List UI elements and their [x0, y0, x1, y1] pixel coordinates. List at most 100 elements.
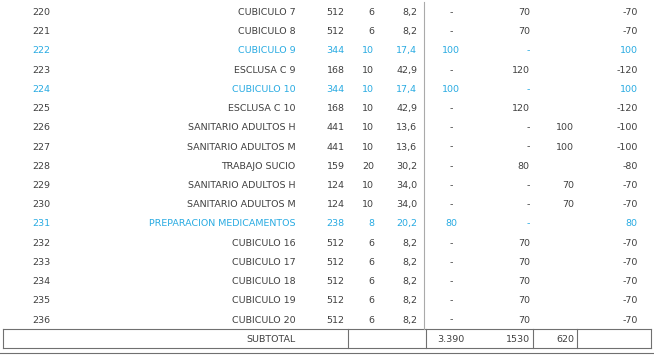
Text: 13,6: 13,6 — [396, 142, 417, 152]
Text: 441: 441 — [326, 123, 345, 132]
Text: 228: 228 — [33, 162, 51, 171]
Text: -120: -120 — [616, 66, 638, 75]
Text: 100: 100 — [442, 85, 460, 94]
Text: 512: 512 — [326, 277, 345, 286]
Text: 80: 80 — [518, 162, 530, 171]
Text: -70: -70 — [622, 315, 638, 325]
Text: 70: 70 — [518, 8, 530, 17]
Text: 70: 70 — [518, 258, 530, 267]
Text: 8: 8 — [368, 219, 374, 229]
Text: 221: 221 — [33, 27, 51, 36]
Text: 8,2: 8,2 — [402, 277, 417, 286]
Text: 8,2: 8,2 — [402, 315, 417, 325]
Text: -: - — [526, 200, 530, 209]
Text: TRABAJO SUCIO: TRABAJO SUCIO — [221, 162, 296, 171]
Text: 225: 225 — [33, 104, 51, 113]
Text: 6: 6 — [368, 258, 374, 267]
Text: 20: 20 — [362, 162, 374, 171]
Text: CUBICULO 17: CUBICULO 17 — [232, 258, 296, 267]
Text: -: - — [449, 296, 453, 305]
Text: 512: 512 — [326, 239, 345, 248]
Text: 8,2: 8,2 — [402, 296, 417, 305]
Text: 100: 100 — [556, 142, 574, 152]
Text: 238: 238 — [326, 219, 345, 229]
Text: 17,4: 17,4 — [396, 46, 417, 56]
Text: 226: 226 — [33, 123, 51, 132]
Text: 124: 124 — [326, 200, 345, 209]
Text: SANITARIO ADULTOS M: SANITARIO ADULTOS M — [187, 142, 296, 152]
Text: 512: 512 — [326, 315, 345, 325]
Text: CUBICULO 16: CUBICULO 16 — [232, 239, 296, 248]
Text: 512: 512 — [326, 8, 345, 17]
Text: -70: -70 — [622, 181, 638, 190]
Text: 8,2: 8,2 — [402, 27, 417, 36]
Text: -100: -100 — [616, 123, 638, 132]
Text: CUBICULO 7: CUBICULO 7 — [238, 8, 296, 17]
Text: 30,2: 30,2 — [396, 162, 417, 171]
Text: -: - — [526, 142, 530, 152]
Text: ESCLUSA C 10: ESCLUSA C 10 — [228, 104, 296, 113]
Text: 512: 512 — [326, 27, 345, 36]
Text: CUBICULO 20: CUBICULO 20 — [232, 315, 296, 325]
Text: 231: 231 — [33, 219, 51, 229]
Text: -: - — [449, 123, 453, 132]
Text: 344: 344 — [326, 46, 345, 56]
Text: 3.390: 3.390 — [438, 335, 465, 344]
Text: 10: 10 — [362, 200, 374, 209]
Text: 229: 229 — [33, 181, 51, 190]
Text: CUBICULO 8: CUBICULO 8 — [238, 27, 296, 36]
Text: 344: 344 — [326, 85, 345, 94]
Text: 8,2: 8,2 — [402, 239, 417, 248]
Text: 227: 227 — [33, 142, 51, 152]
Text: CUBICULO 19: CUBICULO 19 — [232, 296, 296, 305]
Text: 34,0: 34,0 — [396, 181, 417, 190]
Text: 8,2: 8,2 — [402, 8, 417, 17]
Text: 10: 10 — [362, 104, 374, 113]
Text: 220: 220 — [33, 8, 51, 17]
Text: 222: 222 — [33, 46, 51, 56]
Text: 234: 234 — [33, 277, 51, 286]
Text: CUBICULO 9: CUBICULO 9 — [238, 46, 296, 56]
Text: 100: 100 — [619, 85, 638, 94]
Text: 10: 10 — [362, 85, 374, 94]
Text: 10: 10 — [362, 142, 374, 152]
Text: -70: -70 — [622, 277, 638, 286]
Text: 8,2: 8,2 — [402, 258, 417, 267]
Text: 10: 10 — [362, 66, 374, 75]
Text: 10: 10 — [362, 181, 374, 190]
Text: -120: -120 — [616, 104, 638, 113]
Text: -: - — [449, 239, 453, 248]
Text: 70: 70 — [562, 200, 574, 209]
Text: 42,9: 42,9 — [396, 66, 417, 75]
Text: 17,4: 17,4 — [396, 85, 417, 94]
Text: -: - — [449, 258, 453, 267]
Text: -: - — [449, 104, 453, 113]
Text: 6: 6 — [368, 239, 374, 248]
Text: -70: -70 — [622, 296, 638, 305]
Text: -: - — [449, 200, 453, 209]
Text: SANITARIO ADULTOS H: SANITARIO ADULTOS H — [188, 123, 296, 132]
Text: -: - — [526, 123, 530, 132]
Text: 232: 232 — [33, 239, 51, 248]
Text: 441: 441 — [326, 142, 345, 152]
Text: -70: -70 — [622, 27, 638, 36]
Text: -: - — [449, 162, 453, 171]
Text: 42,9: 42,9 — [396, 104, 417, 113]
Text: 70: 70 — [518, 277, 530, 286]
Text: 6: 6 — [368, 8, 374, 17]
Text: 512: 512 — [326, 258, 345, 267]
Text: 236: 236 — [33, 315, 51, 325]
Text: 159: 159 — [326, 162, 345, 171]
Text: PREPARACION MEDICAMENTOS: PREPARACION MEDICAMENTOS — [149, 219, 296, 229]
Text: SUBTOTAL: SUBTOTAL — [247, 335, 296, 344]
Text: ESCLUSA C 9: ESCLUSA C 9 — [234, 66, 296, 75]
Text: 120: 120 — [511, 104, 530, 113]
Text: 224: 224 — [33, 85, 51, 94]
Text: 235: 235 — [33, 296, 51, 305]
Text: 620: 620 — [556, 335, 574, 344]
Text: -70: -70 — [622, 258, 638, 267]
Text: -: - — [526, 85, 530, 94]
Text: 6: 6 — [368, 315, 374, 325]
Text: CUBICULO 18: CUBICULO 18 — [232, 277, 296, 286]
Text: 120: 120 — [511, 66, 530, 75]
